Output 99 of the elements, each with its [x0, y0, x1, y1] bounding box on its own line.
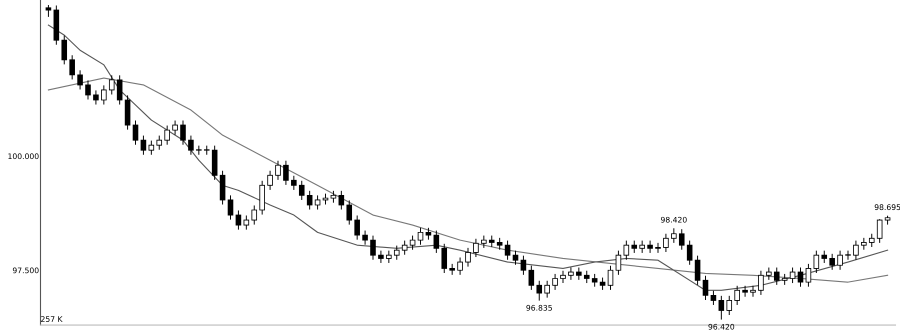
candlestick [742, 285, 748, 298]
candlestick [370, 235, 376, 260]
candlestick [298, 180, 305, 200]
candlestick [631, 240, 638, 254]
candlestick [584, 270, 590, 284]
candlestick [457, 257, 463, 276]
candlestick [85, 80, 91, 100]
candlestick [164, 125, 170, 146]
candlestick [750, 285, 756, 298]
candlestick [734, 285, 740, 306]
candlestick [758, 270, 764, 296]
candlestick [77, 70, 83, 90]
candlestick [46, 4, 52, 18]
candlestick [560, 270, 566, 284]
candlestick [671, 228, 677, 244]
candlestick [624, 240, 630, 260]
candlestick [821, 250, 828, 264]
candlestick [156, 135, 162, 150]
candlestick [116, 74, 122, 106]
candlestick [426, 227, 432, 240]
candlestick [465, 247, 471, 268]
candlestick [806, 263, 812, 288]
candlestick [814, 250, 820, 274]
candlestick [608, 265, 614, 290]
candlestick [402, 240, 408, 256]
candlestick [314, 194, 320, 210]
candlestick [600, 277, 606, 290]
candlestick [686, 240, 692, 266]
candlestick [306, 190, 312, 210]
candlestick [616, 250, 622, 276]
candlestick [853, 240, 859, 260]
candlestick [678, 228, 685, 250]
candlestick [655, 242, 661, 254]
candlestick [172, 120, 178, 136]
candlestick [61, 35, 68, 65]
candlestick [568, 267, 574, 280]
candlestick [718, 295, 724, 320]
candlestick [275, 160, 281, 180]
candlestick [378, 250, 384, 264]
candlestick [496, 237, 502, 250]
candlestick [504, 240, 510, 260]
candlestick [418, 227, 424, 246]
candlestick [330, 190, 336, 204]
candlestick [291, 175, 297, 190]
candlestick [108, 74, 115, 95]
candlestick [93, 90, 99, 106]
candlestick [251, 204, 258, 226]
candlestick [449, 263, 455, 276]
candlestick [481, 235, 487, 248]
candlestick [845, 250, 851, 260]
candlestick [663, 233, 669, 252]
candlestick [694, 255, 700, 286]
candlestick [386, 250, 392, 264]
candlestick [354, 215, 360, 240]
candlestick [592, 273, 598, 288]
candlestick [876, 218, 882, 244]
candlestick [544, 280, 550, 298]
candlestick [520, 255, 526, 276]
candlestick [647, 240, 653, 254]
candlestick [473, 238, 479, 258]
candlestick [837, 250, 843, 270]
candlestick [236, 210, 242, 230]
candlestick [267, 170, 273, 190]
candlestick [362, 230, 368, 246]
candlestick [829, 253, 835, 270]
candlestick [552, 273, 558, 290]
candlestick [283, 160, 289, 186]
candlestick [639, 240, 645, 254]
candlestick [576, 267, 582, 280]
candlestick [441, 243, 448, 274]
candlestick [132, 120, 138, 146]
candlestick [244, 215, 250, 230]
candlestick [434, 230, 440, 254]
candlestick [798, 267, 804, 288]
candlestick [774, 267, 780, 286]
candlestick [228, 194, 234, 220]
candlestick [512, 250, 518, 266]
candlestick [322, 193, 328, 206]
candlestick [536, 280, 542, 302]
candlestick [766, 267, 772, 280]
candlestick [702, 275, 708, 300]
candlestick [140, 135, 146, 156]
candlestick [69, 54, 75, 80]
candlestick [861, 237, 867, 250]
candlestick [726, 295, 732, 316]
candlestick [180, 120, 186, 146]
candlestick [346, 200, 352, 226]
candlestick [488, 235, 495, 248]
candlestick [148, 140, 154, 156]
candlestick [410, 235, 416, 250]
candlestick [338, 190, 344, 210]
candlestick [782, 273, 788, 286]
candlestick [528, 265, 534, 290]
candlestick [101, 84, 107, 106]
candlestick [188, 135, 194, 156]
candlestick [394, 245, 400, 260]
candlestick [710, 290, 716, 306]
candlestick [790, 267, 796, 284]
candlestick [868, 233, 875, 248]
